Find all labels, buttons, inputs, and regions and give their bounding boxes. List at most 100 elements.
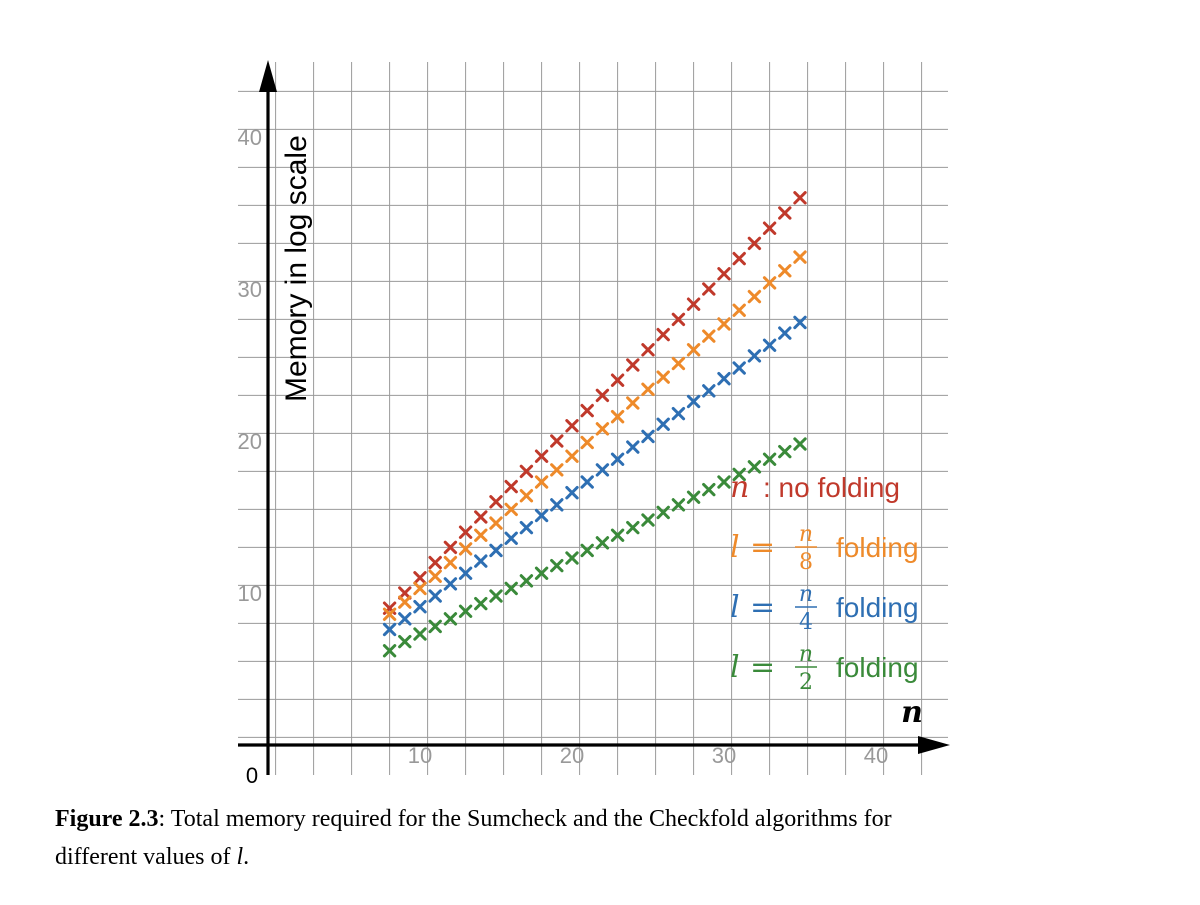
point-nofold (762, 221, 777, 235)
x-tick-label: 30 (712, 743, 736, 768)
point-n8 (443, 555, 458, 570)
point-nofold (626, 358, 640, 372)
legend-equals: = (750, 590, 775, 625)
point-n8 (489, 516, 503, 530)
point-nofold (656, 327, 670, 342)
point-n8 (747, 289, 762, 304)
legend-lhs: l (730, 650, 740, 685)
legend-item-nofold: n : no folding (730, 470, 900, 505)
point-n4 (732, 361, 746, 375)
point-n4 (550, 498, 564, 512)
point-n4 (702, 384, 716, 398)
point-n2 (474, 596, 488, 611)
point-nofold (489, 495, 503, 509)
x-axis-arrow (918, 736, 950, 754)
point-n2 (702, 482, 716, 497)
legend-item-n4: l = n 4 folding (730, 582, 919, 635)
point-n2 (610, 528, 625, 542)
point-n2 (762, 452, 777, 466)
point-n4 (504, 531, 518, 545)
point-n8 (641, 382, 655, 397)
point-n2 (534, 566, 549, 580)
x-tick-label: 40 (864, 743, 888, 768)
point-nofold (458, 525, 473, 539)
point-n2 (580, 543, 594, 558)
point-n2 (413, 627, 427, 641)
point-nofold (519, 464, 534, 479)
point-n8 (474, 528, 488, 542)
point-nofold (595, 388, 610, 403)
point-n4 (580, 475, 594, 489)
point-n8 (398, 595, 412, 609)
point-nofold (550, 434, 564, 448)
point-n8 (610, 409, 625, 424)
point-n4 (489, 543, 503, 558)
point-n8 (732, 303, 746, 317)
point-n4 (656, 417, 670, 431)
y-tick-label: 30 (238, 277, 262, 302)
point-n2 (550, 558, 564, 573)
point-n4 (671, 406, 686, 421)
point-n2 (489, 589, 503, 603)
point-n4 (413, 599, 427, 614)
point-nofold (702, 282, 716, 296)
point-n2 (443, 612, 458, 626)
point-n4 (778, 326, 792, 340)
axis-labels: Memory in log scale n (280, 135, 923, 730)
point-n4 (428, 589, 442, 603)
series-nofold (382, 191, 807, 615)
point-n8 (762, 276, 777, 290)
point-n4 (519, 520, 534, 535)
point-nofold (717, 267, 731, 281)
data-marks (382, 191, 807, 658)
point-n8 (458, 542, 473, 556)
point-n4 (793, 315, 807, 330)
point-n2 (717, 475, 731, 489)
legend-numerator: n (799, 582, 813, 607)
point-n2 (519, 574, 534, 588)
legend-text: folding (836, 592, 919, 623)
y-axis-label: Memory in log scale (280, 135, 313, 402)
point-n8 (382, 607, 397, 621)
caption-text-2: different values of (55, 844, 237, 870)
point-n2 (565, 551, 579, 565)
point-n2 (641, 513, 655, 527)
point-nofold (580, 403, 594, 418)
point-nofold (686, 297, 701, 311)
point-nofold (428, 555, 442, 570)
point-n2 (671, 498, 686, 512)
point-n2 (626, 520, 640, 535)
legend-denominator: 8 (799, 550, 813, 575)
point-n2 (778, 444, 792, 459)
point-nofold (641, 343, 655, 357)
point-n4 (641, 429, 655, 444)
point-nofold (534, 449, 549, 463)
point-n8 (519, 489, 534, 503)
tick-labels: 10 20 30 40 10 20 30 40 0 (238, 125, 889, 788)
legend-var: n (730, 470, 749, 505)
point-n2 (382, 644, 397, 658)
point-nofold (504, 479, 518, 494)
point-nofold (778, 206, 792, 220)
series-n2 (382, 437, 807, 658)
legend-text: : no folding (763, 472, 900, 503)
legend-text: folding (836, 532, 919, 563)
y-tick-label: 10 (238, 581, 262, 606)
point-n8 (580, 435, 594, 450)
point-n8 (702, 329, 716, 343)
point-n4 (762, 338, 777, 352)
figure-caption: Figure 2.3: Total memory required for th… (55, 800, 1155, 876)
legend-lhs: l (730, 530, 740, 565)
point-n2 (428, 619, 442, 634)
point-n2 (732, 467, 746, 482)
point-n8 (778, 264, 792, 278)
point-n8 (671, 356, 686, 371)
point-n8 (534, 475, 549, 489)
y-tick-label: 20 (238, 429, 262, 454)
legend-denominator: 4 (799, 610, 813, 635)
point-n4 (474, 554, 488, 568)
point-nofold (398, 586, 412, 600)
point-n4 (686, 394, 701, 409)
x-tick-label: 20 (560, 743, 584, 768)
